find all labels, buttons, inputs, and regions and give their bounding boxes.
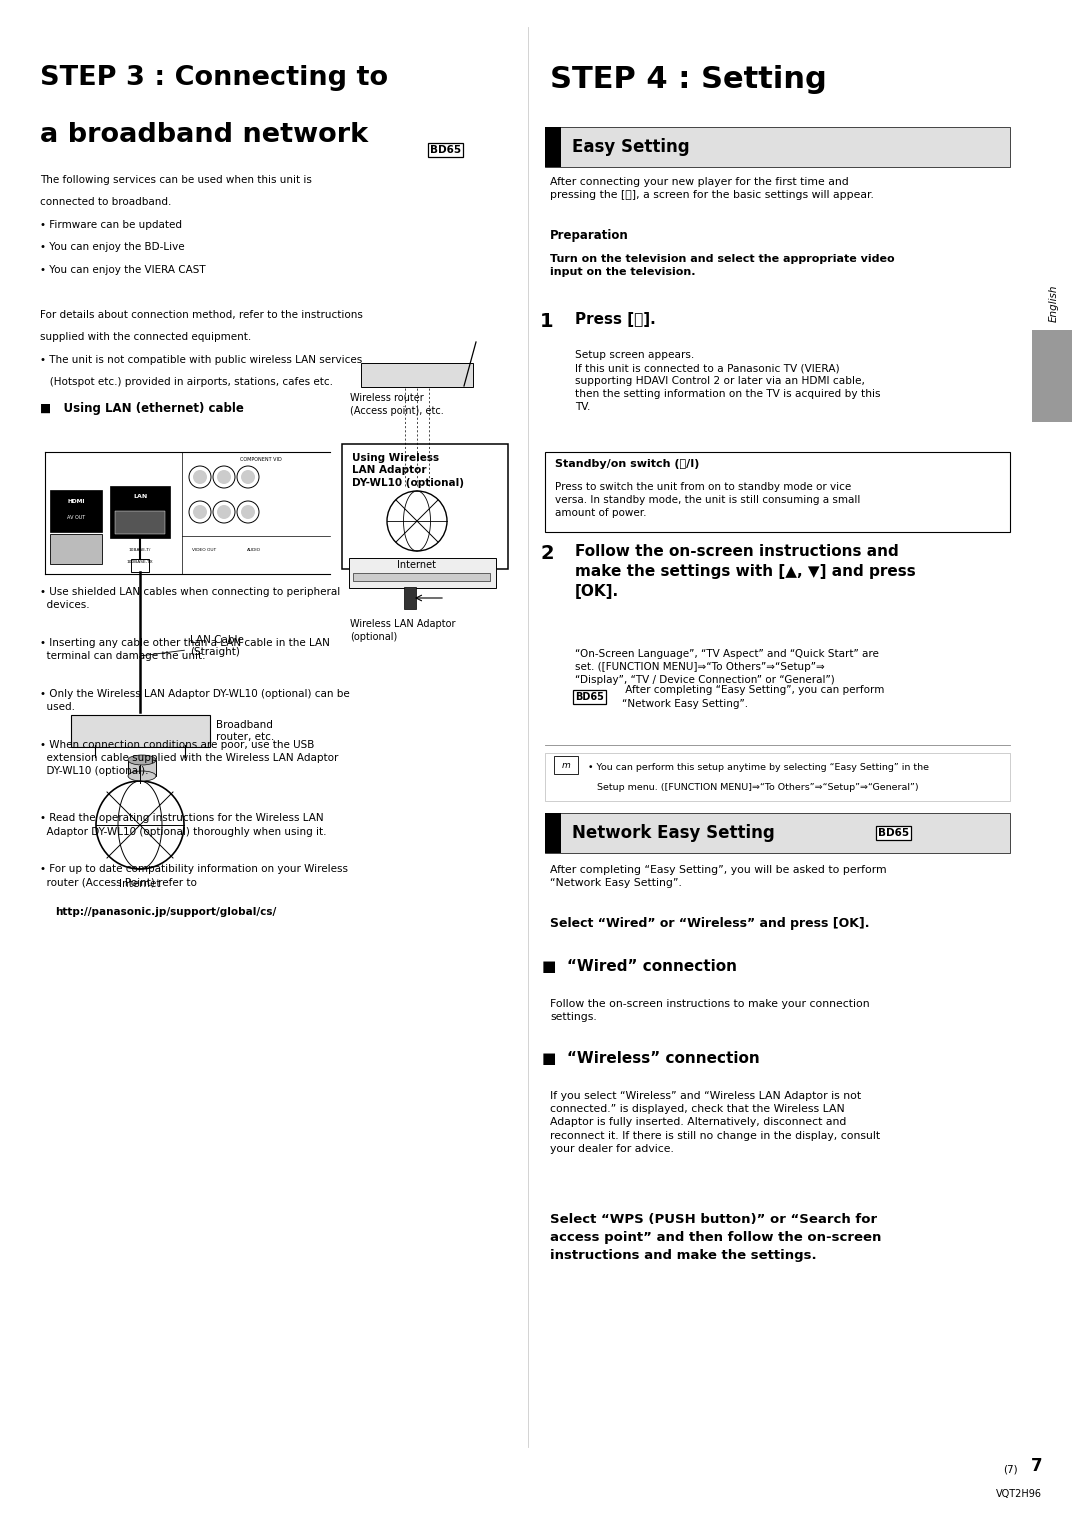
Text: Select “WPS (PUSH button)” or “Search for
access point” and then follow the on-s: Select “WPS (PUSH button)” or “Search fo… xyxy=(550,1212,881,1261)
Text: Wireless router
(Access point), etc.: Wireless router (Access point), etc. xyxy=(350,392,444,415)
Text: • Use shielded LAN cables when connecting to peripheral
  devices.: • Use shielded LAN cables when connectin… xyxy=(40,586,340,611)
Text: English: English xyxy=(1049,284,1058,322)
Circle shape xyxy=(193,505,207,519)
Text: For details about connection method, refer to the instructions: For details about connection method, ref… xyxy=(40,310,363,321)
Text: 7: 7 xyxy=(1030,1457,1042,1475)
FancyBboxPatch shape xyxy=(545,812,1010,854)
Text: Press to switch the unit from on to standby mode or vice
versa. In standby mode,: Press to switch the unit from on to stan… xyxy=(555,483,861,518)
FancyBboxPatch shape xyxy=(353,573,490,580)
FancyBboxPatch shape xyxy=(545,127,1010,166)
FancyBboxPatch shape xyxy=(545,452,1010,531)
Text: 1: 1 xyxy=(540,312,554,331)
Text: BD65: BD65 xyxy=(575,692,604,702)
Text: “On-Screen Language”, “TV Aspect” and “Quick Start” are
set. ([FUNCTION MENU]⇒“T: “On-Screen Language”, “TV Aspect” and “Q… xyxy=(575,649,879,686)
FancyBboxPatch shape xyxy=(349,557,496,588)
Text: LAN: LAN xyxy=(133,493,147,499)
Text: Follow the on-screen instructions to make your connection
settings.: Follow the on-screen instructions to mak… xyxy=(550,999,869,1022)
Text: Press [⏻].: Press [⏻]. xyxy=(575,312,656,327)
Text: Turn on the television and select the appropriate video
input on the television.: Turn on the television and select the ap… xyxy=(550,253,894,278)
Text: 2: 2 xyxy=(540,544,554,563)
Text: BD65: BD65 xyxy=(878,828,909,838)
Text: STEP 4 : Setting: STEP 4 : Setting xyxy=(550,66,827,95)
Text: • Only the Wireless LAN Adaptor DY-WL10 (optional) can be
  used.: • Only the Wireless LAN Adaptor DY-WL10 … xyxy=(40,689,350,712)
Text: VQT2H96: VQT2H96 xyxy=(996,1489,1042,1500)
Circle shape xyxy=(193,470,207,484)
FancyBboxPatch shape xyxy=(545,127,561,166)
Text: If you select “Wireless” and “Wireless LAN Adaptor is not
connected.” is display: If you select “Wireless” and “Wireless L… xyxy=(550,1090,880,1154)
Text: Using Wireless
LAN Adaptor
DY-WL10 (optional): Using Wireless LAN Adaptor DY-WL10 (opti… xyxy=(352,454,464,487)
FancyBboxPatch shape xyxy=(110,486,170,538)
Text: Internet: Internet xyxy=(119,880,161,889)
Ellipse shape xyxy=(129,771,156,780)
FancyBboxPatch shape xyxy=(70,715,210,747)
Circle shape xyxy=(241,470,255,484)
Text: Setup screen appears.
If this unit is connected to a Panasonic TV (VIERA)
suppor: Setup screen appears. If this unit is co… xyxy=(575,350,880,412)
Text: ■   Using LAN (ethernet) cable: ■ Using LAN (ethernet) cable xyxy=(40,402,244,415)
Text: BD65: BD65 xyxy=(430,145,461,156)
Text: a broadband network: a broadband network xyxy=(40,122,368,148)
Text: AUDIO: AUDIO xyxy=(247,548,261,551)
Text: • Firmware can be updated: • Firmware can be updated xyxy=(40,220,183,231)
Text: VIDEO OUT: VIDEO OUT xyxy=(192,548,216,551)
Text: COMPONENT VID: COMPONENT VID xyxy=(240,457,282,463)
Text: • Read the operating instructions for the Wireless LAN
  Adaptor DY-WL10 (option: • Read the operating instructions for th… xyxy=(40,814,326,837)
Text: ■  “Wireless” connection: ■ “Wireless” connection xyxy=(542,1051,759,1066)
Text: After completing “Easy Setting”, you will be asked to perform
“Network Easy Sett: After completing “Easy Setting”, you wil… xyxy=(550,864,887,889)
Text: Select “Wired” or “Wireless” and press [OK].: Select “Wired” or “Wireless” and press [… xyxy=(550,918,869,930)
Text: • You can enjoy the VIERA CAST: • You can enjoy the VIERA CAST xyxy=(40,266,205,275)
FancyBboxPatch shape xyxy=(1032,330,1072,421)
Text: connected to broadband.: connected to broadband. xyxy=(40,197,172,208)
Circle shape xyxy=(217,470,231,484)
Text: Easy Setting: Easy Setting xyxy=(572,137,690,156)
Text: AV OUT: AV OUT xyxy=(67,515,85,519)
Text: • The unit is not compatible with public wireless LAN services: • The unit is not compatible with public… xyxy=(40,354,362,365)
Circle shape xyxy=(217,505,231,519)
Text: • Inserting any cable other than a LAN cable in the LAN
  terminal can damage th: • Inserting any cable other than a LAN c… xyxy=(40,638,329,661)
Text: • You can perform this setup anytime by selecting “Easy Setting” in the: • You can perform this setup anytime by … xyxy=(588,764,929,773)
FancyBboxPatch shape xyxy=(114,510,165,534)
Text: LAN Cable
(Straight): LAN Cable (Straight) xyxy=(143,635,244,657)
FancyBboxPatch shape xyxy=(404,586,416,609)
Text: Follow the on-screen instructions and
make the settings with [▲, ▼] and press
[O: Follow the on-screen instructions and ma… xyxy=(575,544,916,599)
Text: After completing “Easy Setting”, you can perform
“Network Easy Setting”.: After completing “Easy Setting”, you can… xyxy=(622,686,885,709)
Text: Setup menu. ([FUNCTION MENU]⇒“To Others”⇒“Setup”⇒“General”): Setup menu. ([FUNCTION MENU]⇒“To Others”… xyxy=(588,783,919,793)
FancyBboxPatch shape xyxy=(554,756,578,774)
FancyBboxPatch shape xyxy=(342,444,508,570)
Text: http://panasonic.jp/support/global/cs/: http://panasonic.jp/support/global/cs/ xyxy=(55,907,276,918)
Text: m: m xyxy=(562,760,570,770)
Text: 100BASE-TX: 100BASE-TX xyxy=(126,560,153,563)
Text: supplied with the connected equipment.: supplied with the connected equipment. xyxy=(40,333,252,342)
Text: (7): (7) xyxy=(1003,1464,1018,1475)
Text: Broadband
router, etc.: Broadband router, etc. xyxy=(216,719,273,742)
Text: Standby/on switch (⏻/I): Standby/on switch (⏻/I) xyxy=(555,460,700,469)
Text: • For up to date compatibility information on your Wireless
  router (Access Poi: • For up to date compatibility informati… xyxy=(40,864,348,887)
FancyBboxPatch shape xyxy=(545,812,561,854)
Text: (Hotspot etc.) provided in airports, stations, cafes etc.: (Hotspot etc.) provided in airports, sta… xyxy=(40,377,333,388)
Text: Wireless LAN Adaptor
(optional): Wireless LAN Adaptor (optional) xyxy=(350,618,456,641)
Text: • You can enjoy the BD-Live: • You can enjoy the BD-Live xyxy=(40,243,185,252)
FancyBboxPatch shape xyxy=(131,559,149,573)
Text: After connecting your new player for the first time and
pressing the [⏻], a scre: After connecting your new player for the… xyxy=(550,177,874,200)
Ellipse shape xyxy=(129,754,156,765)
Text: The following services can be used when this unit is: The following services can be used when … xyxy=(40,176,312,185)
Text: STEP 3 : Connecting to: STEP 3 : Connecting to xyxy=(40,66,388,92)
FancyBboxPatch shape xyxy=(50,490,102,531)
FancyBboxPatch shape xyxy=(361,363,473,386)
Text: Preparation: Preparation xyxy=(550,229,629,241)
Text: HDMI: HDMI xyxy=(67,499,84,504)
Circle shape xyxy=(241,505,255,519)
Text: • When connection conditions are poor, use the USB
  extension cable supplied wi: • When connection conditions are poor, u… xyxy=(40,741,338,776)
Text: Internet: Internet xyxy=(397,560,436,570)
FancyBboxPatch shape xyxy=(129,760,156,776)
FancyBboxPatch shape xyxy=(50,534,102,563)
FancyBboxPatch shape xyxy=(545,753,1010,802)
Text: Network Easy Setting: Network Easy Setting xyxy=(572,825,774,841)
Text: ■  “Wired” connection: ■ “Wired” connection xyxy=(542,959,737,974)
Text: 10BASE-T/: 10BASE-T/ xyxy=(129,548,151,551)
